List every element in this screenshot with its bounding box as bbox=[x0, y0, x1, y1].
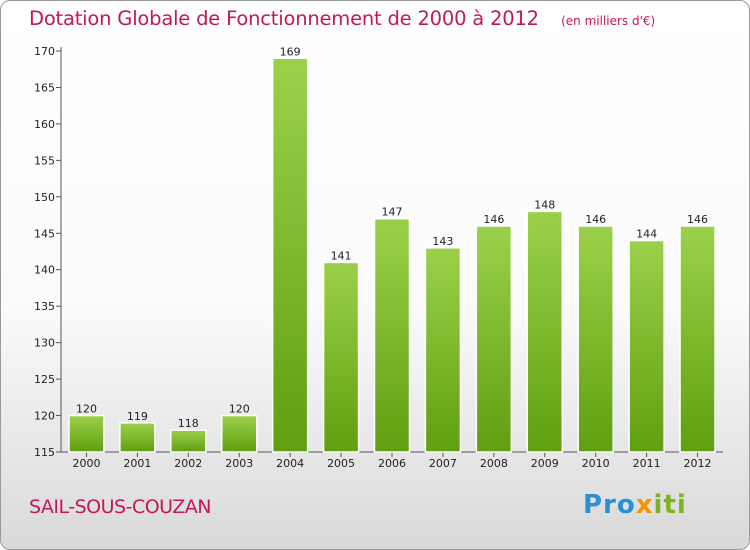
value-label-2010: 146 bbox=[585, 213, 606, 226]
value-label-2003: 120 bbox=[229, 403, 250, 416]
x-tick-label: 2002 bbox=[174, 457, 202, 470]
chart-bars bbox=[68, 57, 716, 453]
x-tick-label: 2006 bbox=[378, 457, 406, 470]
y-tick-label: 145 bbox=[34, 227, 55, 240]
y-tick-label: 165 bbox=[34, 81, 55, 94]
x-tick-label: 2000 bbox=[72, 457, 100, 470]
bar-2002 bbox=[170, 429, 207, 453]
chart-title: Dotation Globale de Fonctionnement de 20… bbox=[29, 7, 655, 30]
commune-name: SAIL-SOUS-COUZAN bbox=[29, 496, 211, 518]
bar-2008 bbox=[475, 225, 513, 453]
value-label-2007: 143 bbox=[432, 235, 453, 248]
x-tick-label: 2010 bbox=[582, 457, 610, 470]
y-tick-label: 115 bbox=[34, 446, 55, 459]
bar-2004 bbox=[271, 57, 309, 453]
y-tick-label: 150 bbox=[34, 191, 55, 204]
proxiti-logo: Proxiti bbox=[583, 490, 687, 520]
y-tick-label: 135 bbox=[34, 300, 55, 313]
bar-2006 bbox=[373, 217, 411, 453]
x-tick-label: 2009 bbox=[531, 457, 559, 470]
x-tick-label: 2005 bbox=[327, 457, 355, 470]
bar-2001 bbox=[119, 422, 156, 453]
value-label-2011: 144 bbox=[636, 228, 657, 241]
value-label-2001: 119 bbox=[127, 410, 148, 423]
value-label-2000: 120 bbox=[76, 403, 97, 416]
bar-2009 bbox=[526, 210, 564, 453]
y-tick-label: 140 bbox=[34, 264, 55, 277]
y-tick-label: 160 bbox=[34, 118, 55, 131]
y-tick-label: 155 bbox=[34, 154, 55, 167]
y-tick-label: 130 bbox=[34, 337, 55, 350]
x-tick-label: 2007 bbox=[429, 457, 457, 470]
bar-2010 bbox=[577, 225, 614, 453]
bar-2012 bbox=[679, 225, 716, 453]
value-label-2008: 146 bbox=[483, 213, 504, 226]
x-tick-label: 2004 bbox=[276, 457, 304, 470]
y-tick-label: 125 bbox=[34, 373, 55, 386]
bar-2011 bbox=[628, 239, 665, 453]
value-label-2006: 147 bbox=[382, 206, 403, 219]
bar-2003 bbox=[220, 414, 258, 453]
value-label-2012: 146 bbox=[687, 213, 708, 226]
x-tick-label: 2003 bbox=[225, 457, 253, 470]
chart-title-text: Dotation Globale de Fonctionnement de 20… bbox=[29, 7, 539, 30]
value-label-2002: 118 bbox=[178, 417, 199, 430]
value-label-2005: 141 bbox=[331, 249, 352, 262]
bar-2005 bbox=[322, 261, 360, 453]
bar-2007 bbox=[424, 247, 462, 453]
chart-value-labels: 120 119 118 120 169 141 147 143 146 148 146 144 146 bbox=[76, 45, 708, 430]
y-tick-label: 120 bbox=[34, 410, 55, 423]
x-tick-label: 2008 bbox=[480, 457, 508, 470]
x-tick-label: 2011 bbox=[633, 457, 661, 470]
value-label-2004: 169 bbox=[280, 45, 301, 58]
unit-note: (en milliers d'€) bbox=[561, 14, 656, 28]
x-tick-label: 2012 bbox=[684, 457, 712, 470]
value-label-2009: 148 bbox=[534, 198, 555, 211]
bar-2000 bbox=[68, 414, 105, 453]
y-tick-label: 170 bbox=[34, 45, 55, 58]
x-tick-label: 2001 bbox=[123, 457, 151, 470]
